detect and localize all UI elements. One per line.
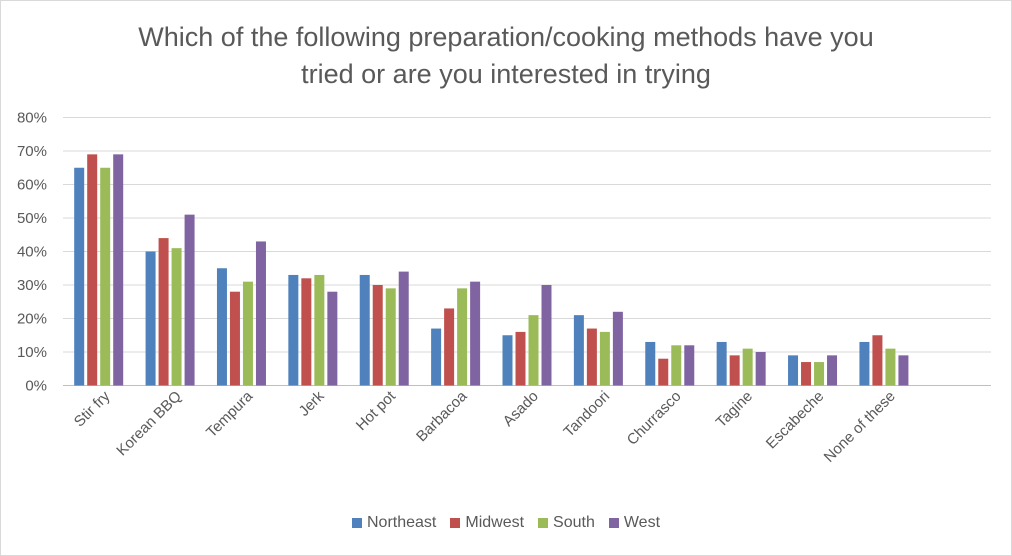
bar-northeast — [716, 341, 727, 386]
chart-title-line-2: tried or are you interested in trying — [301, 59, 711, 89]
bar-midwest — [87, 154, 98, 386]
bar-midwest — [158, 238, 169, 386]
bar-south — [885, 348, 896, 386]
chart-title-line-1: Which of the following preparation/cooki… — [138, 22, 874, 52]
legend-swatch — [538, 518, 549, 528]
bar-south — [100, 167, 111, 386]
bar-west — [612, 311, 623, 386]
bar-west — [113, 154, 124, 386]
bar-northeast — [859, 341, 870, 386]
legend-item: South — [538, 514, 595, 532]
bar-midwest — [229, 291, 240, 386]
y-tick-label: 60% — [17, 177, 47, 194]
bar-midwest — [729, 355, 740, 386]
bar-south — [599, 331, 610, 386]
y-tick-label: 10% — [17, 344, 47, 361]
y-tick-label: 40% — [17, 244, 47, 261]
bar-northeast — [74, 167, 85, 386]
legend-swatch — [608, 518, 619, 528]
bar-midwest — [872, 335, 883, 386]
bar-south — [671, 345, 682, 386]
y-axis-ticks: 0% 10% 20% 30% 40% 50% 60% 70% 80% — [17, 110, 47, 395]
bars — [74, 154, 909, 386]
x-category-label: Tagine — [713, 388, 756, 431]
legend-swatch — [450, 518, 461, 528]
bar-south — [457, 288, 468, 386]
legend-label: Midwest — [465, 514, 525, 531]
x-category-label: None of these — [821, 388, 899, 466]
bar-south — [242, 281, 253, 386]
bar-midwest — [372, 285, 383, 386]
legend-label: West — [623, 514, 661, 531]
bar-west — [255, 241, 266, 386]
bar-midwest — [515, 331, 526, 386]
bar-south — [171, 248, 182, 386]
legend-item: Northeast — [351, 514, 437, 532]
y-tick-label: 70% — [17, 143, 47, 160]
bar-west — [827, 355, 838, 386]
x-category-label: Korean BBQ — [113, 388, 185, 460]
bar-northeast — [145, 251, 156, 386]
bar-northeast — [288, 274, 299, 386]
bar-midwest — [658, 358, 669, 386]
x-category-label: Asado — [500, 388, 542, 430]
gridlines — [63, 117, 991, 386]
y-tick-label: 30% — [17, 277, 47, 294]
bar-northeast — [788, 355, 799, 386]
x-category-label: Tandoori — [561, 388, 614, 441]
bar-south — [814, 362, 825, 386]
legend-label: South — [553, 514, 595, 531]
x-category-label: Hot pot — [353, 387, 400, 434]
bar-midwest — [586, 328, 597, 386]
x-category-label: Escabeche — [763, 388, 828, 453]
bar-west — [755, 352, 766, 386]
x-category-label: Stir fry — [71, 387, 114, 430]
bar-west — [398, 271, 409, 386]
bar-south — [742, 348, 753, 386]
legend-swatch — [351, 518, 362, 528]
bar-midwest — [801, 362, 812, 386]
bar-west — [541, 285, 552, 386]
legend-label: Northeast — [366, 514, 437, 531]
x-category-label: Churrasco — [624, 388, 685, 449]
bar-northeast — [502, 335, 513, 386]
x-category-label: Tempura — [203, 387, 257, 441]
x-axis-categories: Stir fry Korean BBQ Tempura Jerk Hot pot Barb… — [71, 387, 899, 466]
bar-west — [898, 355, 909, 386]
legend: Northeast Midwest South West — [1, 514, 1011, 532]
bar-west — [184, 214, 195, 386]
y-tick-label: 80% — [17, 110, 47, 127]
legend-item: West — [608, 514, 661, 532]
bar-west — [684, 345, 695, 386]
legend-item: Midwest — [450, 514, 524, 532]
y-tick-label: 20% — [17, 311, 47, 328]
bar-south — [314, 274, 325, 386]
y-tick-label: 50% — [17, 210, 47, 227]
bar-west — [327, 291, 338, 386]
bar-west — [470, 281, 481, 386]
bar-northeast — [573, 315, 584, 386]
y-tick-label: 0% — [25, 378, 47, 395]
bar-midwest — [301, 278, 312, 386]
bar-midwest — [444, 308, 455, 386]
chart-title: Which of the following preparation/cooki… — [1, 19, 1011, 93]
bar-south — [528, 315, 539, 386]
bar-northeast — [216, 268, 227, 386]
bar-northeast — [645, 341, 656, 386]
x-category-label: Barbacoa — [413, 387, 471, 445]
bar-northeast — [431, 328, 442, 386]
bar-south — [385, 288, 396, 386]
x-category-label: Jerk — [296, 387, 328, 419]
bar-northeast — [359, 274, 370, 386]
